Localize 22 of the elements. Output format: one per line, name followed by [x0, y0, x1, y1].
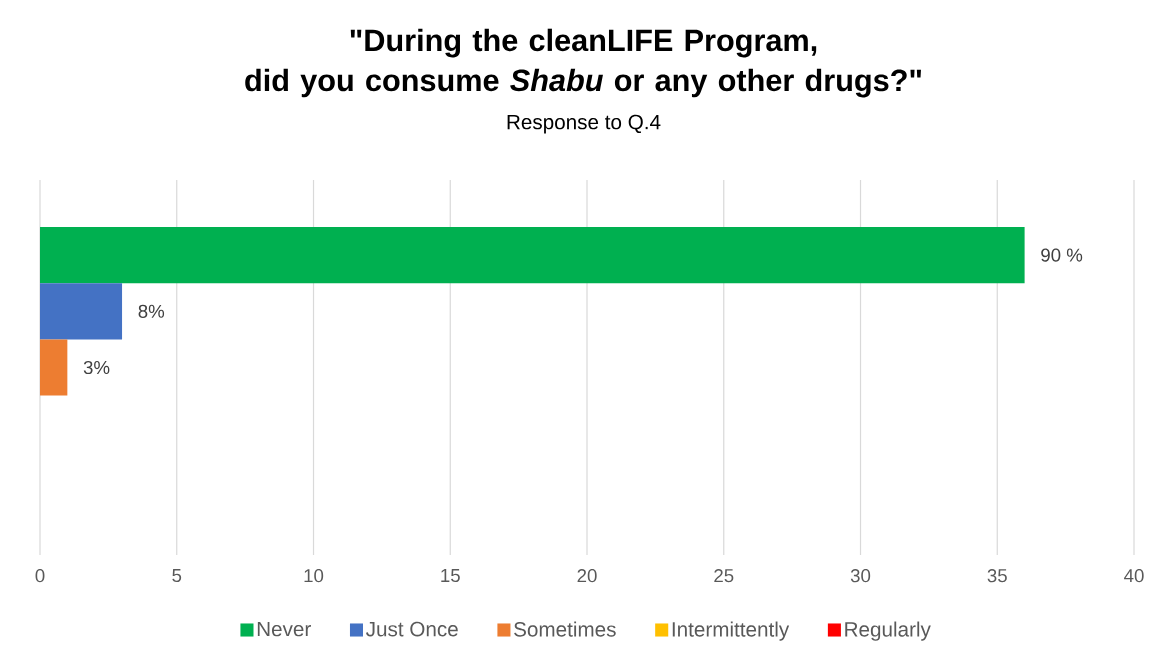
- legend-label: Sometimes: [514, 621, 616, 637]
- x-tick-label: 15: [441, 569, 460, 583]
- x-tick-label: 20: [577, 569, 597, 583]
- bar: [40, 339, 68, 396]
- x-tick-label: 5: [172, 569, 182, 583]
- legend-label: Just Once: [366, 621, 458, 637]
- chart-subtitle: Response to Q.4: [507, 114, 661, 134]
- x-tick-label: 0: [35, 569, 45, 583]
- x-tick-label: 35: [987, 569, 1007, 583]
- bar: [40, 283, 123, 340]
- legend-label: Intermittently: [672, 621, 790, 641]
- annotation: 90 %: [1041, 248, 1083, 262]
- x-tick-label: 30: [850, 569, 871, 583]
- annotation: 8%: [138, 304, 165, 318]
- annotation: 3%: [83, 360, 110, 375]
- bar: [40, 227, 1025, 284]
- x-tick-label: 25: [714, 569, 734, 583]
- x-tick-label: 40: [1124, 569, 1144, 583]
- legend-label: Regularly: [845, 621, 931, 641]
- chart-title: "During the cleanLIFE Program, did you consume Shabu or any other drugs?": [245, 28, 921, 98]
- x-tick-label: 10: [304, 569, 324, 583]
- legend-label: Never: [257, 621, 311, 637]
